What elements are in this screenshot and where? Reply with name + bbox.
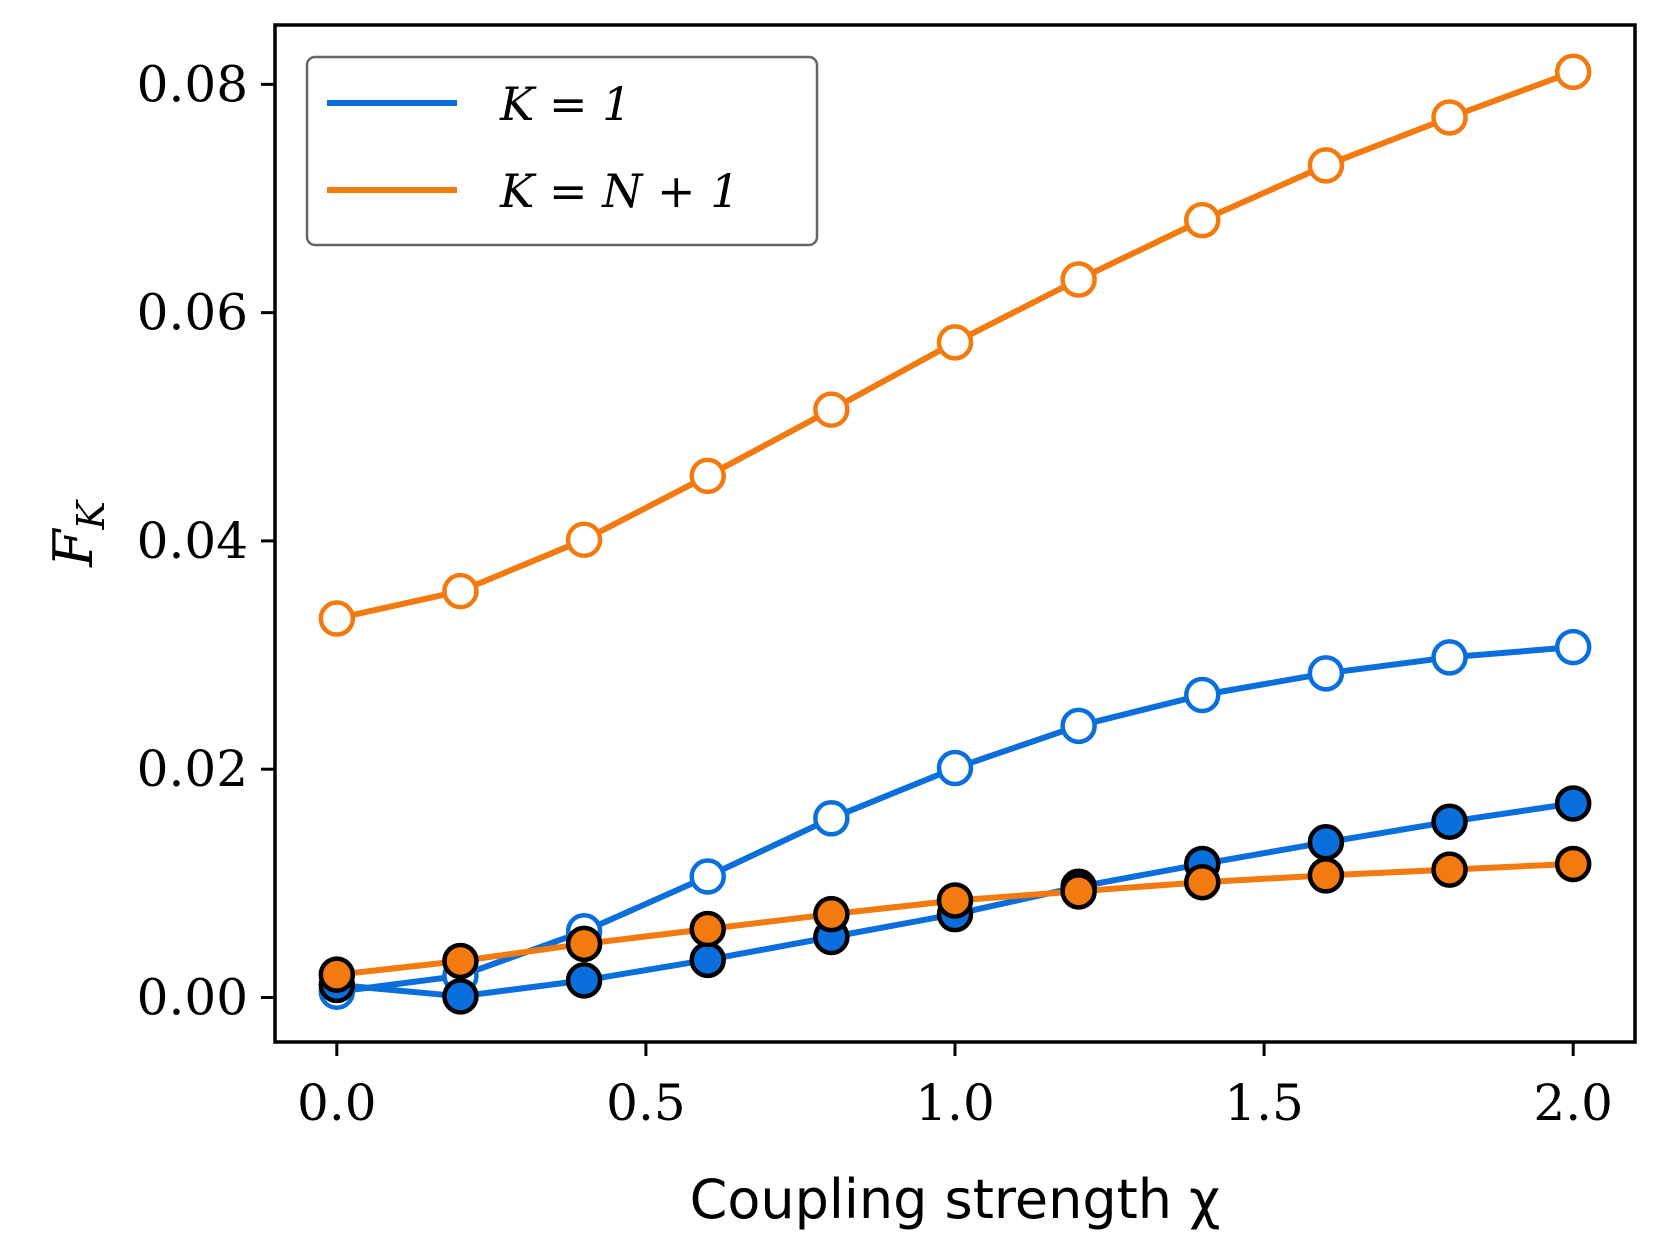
svg-text:FK: FK bbox=[42, 498, 113, 567]
data-point-open bbox=[1307, 655, 1345, 692]
y-axis-label: FK bbox=[42, 498, 113, 567]
data-point-open bbox=[1554, 628, 1592, 666]
x-tick-label: 0.5 bbox=[606, 1074, 686, 1132]
data-point-filled bbox=[565, 925, 603, 963]
data-point-open bbox=[813, 391, 850, 428]
data-point-filled bbox=[565, 962, 603, 999]
x-tick-label: 2.0 bbox=[1533, 1074, 1613, 1132]
plot-area bbox=[318, 53, 1592, 1015]
y-tick-label: 0.06 bbox=[137, 284, 248, 342]
legend: K = 1 K = N + 1 bbox=[305, 55, 819, 247]
data-point-open bbox=[1431, 99, 1468, 136]
data-point-filled bbox=[442, 978, 479, 1015]
data-point-filled bbox=[1431, 851, 1468, 888]
data-point-filled bbox=[1184, 863, 1221, 901]
data-point-open bbox=[1184, 201, 1221, 239]
data-point-open bbox=[1307, 147, 1345, 184]
data-point-filled bbox=[1554, 785, 1592, 822]
data-point-open bbox=[1431, 639, 1468, 676]
data-point-open bbox=[936, 749, 974, 787]
data-point-filled bbox=[936, 882, 974, 919]
series-line bbox=[333, 644, 1577, 995]
data-point-open bbox=[1554, 53, 1592, 91]
data-point-open bbox=[318, 600, 356, 637]
data-point-filled bbox=[689, 941, 726, 979]
data-point-open bbox=[1060, 261, 1097, 298]
data-point-filled bbox=[442, 942, 479, 980]
y-tick-label: 0.08 bbox=[137, 55, 248, 113]
y-axis-label-main: F bbox=[42, 527, 105, 568]
legend-label-k1: K = 1 bbox=[499, 77, 631, 131]
data-point-filled bbox=[1307, 857, 1345, 894]
data-point-open bbox=[1060, 707, 1097, 745]
data-point-open bbox=[565, 521, 603, 559]
data-point-filled bbox=[1307, 824, 1345, 861]
data-point-filled bbox=[1554, 845, 1592, 883]
x-axis: 0.0 0.5 1.0 1.5 2.0 bbox=[297, 1042, 1613, 1132]
data-point-open bbox=[813, 800, 850, 837]
y-axis-label-subscript: K bbox=[69, 498, 113, 530]
data-point-open bbox=[689, 858, 726, 895]
data-point-filled bbox=[1431, 803, 1468, 840]
legend-label-kn1: K = N + 1 bbox=[499, 164, 739, 218]
x-tick-label: 0.0 bbox=[297, 1074, 377, 1132]
x-tick-label: 1.5 bbox=[1224, 1074, 1304, 1132]
y-tick-label: 0.04 bbox=[137, 512, 248, 570]
y-tick-label: 0.00 bbox=[137, 968, 248, 1026]
data-point-filled bbox=[1060, 873, 1097, 910]
data-point-filled bbox=[813, 895, 850, 933]
x-tick-label: 1.0 bbox=[915, 1074, 995, 1132]
x-axis-label: Coupling strength χ bbox=[690, 1168, 1221, 1231]
data-point-filled bbox=[689, 910, 726, 948]
data-point-open bbox=[936, 324, 974, 361]
data-point-open bbox=[1184, 676, 1221, 714]
y-axis: 0.00 0.02 0.04 0.06 0.08 bbox=[137, 55, 275, 1026]
data-point-filled bbox=[318, 956, 356, 993]
y-tick-label: 0.02 bbox=[137, 740, 248, 798]
data-point-open bbox=[689, 457, 726, 495]
data-point-open bbox=[442, 572, 479, 610]
